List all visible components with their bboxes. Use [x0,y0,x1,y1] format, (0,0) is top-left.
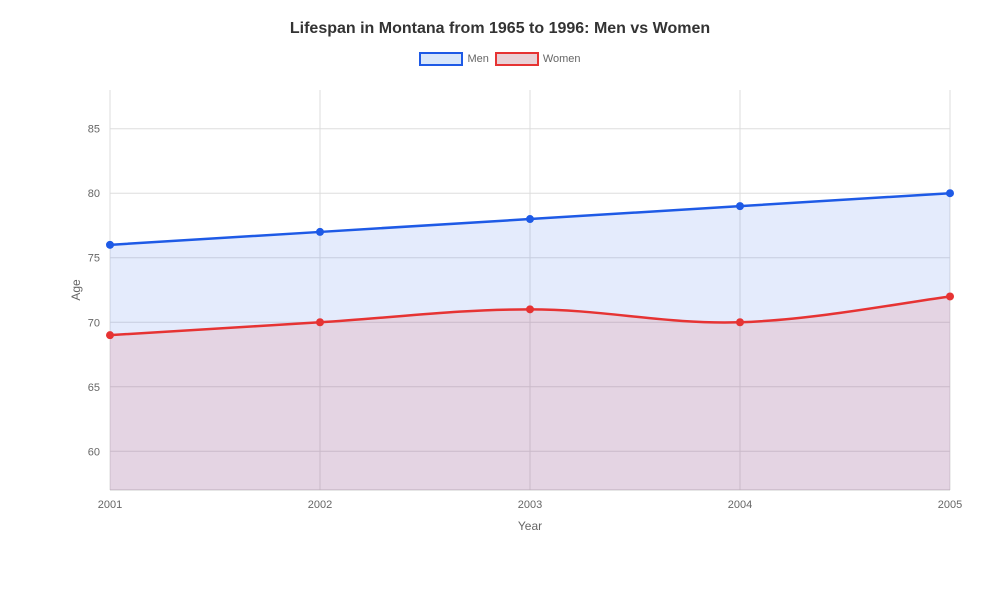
y-tick-label: 65 [88,382,100,394]
marker-men-0[interactable] [106,241,114,249]
legend-label-women: Women [543,53,581,65]
legend: Men Women [0,52,1000,66]
legend-label-men: Men [467,53,488,65]
marker-men-1[interactable] [316,228,324,236]
x-tick-label: 2005 [938,499,962,511]
x-tick-label: 2003 [518,499,542,511]
legend-item-women[interactable]: Women [495,52,581,66]
y-tick-label: 85 [88,124,100,136]
legend-swatch-men [419,52,463,66]
marker-men-4[interactable] [946,189,954,197]
x-tick-label: 2002 [308,499,332,511]
y-tick-label: 70 [88,317,100,329]
x-tick-label: 2001 [98,499,122,511]
chart-title: Lifespan in Montana from 1965 to 1996: M… [0,20,1000,38]
marker-women-0[interactable] [106,331,114,339]
marker-women-3[interactable] [736,318,744,326]
y-axis-title: Age [70,279,83,301]
x-axis-title: Year [518,519,542,533]
x-tick-label: 2004 [728,499,752,511]
marker-men-2[interactable] [526,215,534,223]
marker-women-1[interactable] [316,318,324,326]
y-tick-label: 60 [88,446,100,458]
y-tick-label: 80 [88,188,100,200]
marker-women-2[interactable] [526,305,534,313]
plot-area: 60 65 70 75 80 85 2001 2002 2003 2004 2005 Age Year [70,80,970,540]
marker-men-3[interactable] [736,202,744,210]
y-tick-label: 75 [88,253,100,265]
legend-item-men[interactable]: Men [419,52,488,66]
chart-container: Lifespan in Montana from 1965 to 1996: M… [0,0,1000,600]
marker-women-4[interactable] [946,292,954,300]
legend-swatch-women [495,52,539,66]
